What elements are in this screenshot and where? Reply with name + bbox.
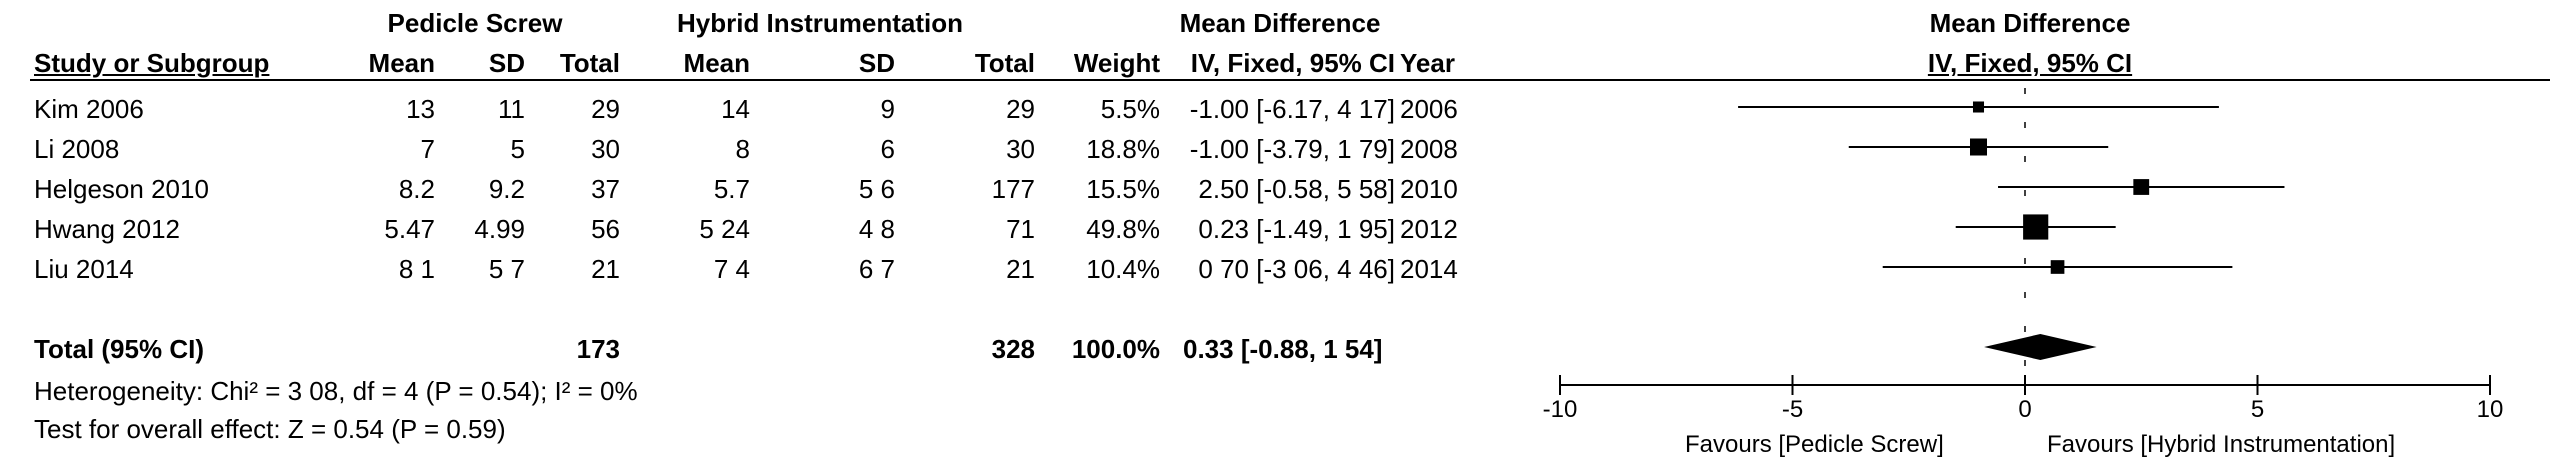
study-marker bbox=[1969, 138, 1988, 156]
total1-cell: 29 bbox=[591, 94, 620, 124]
col-header-weight: Weight bbox=[1073, 48, 1160, 78]
ci-cell: 2.50 [-0.58, 5 58] bbox=[1198, 174, 1395, 204]
mean1-cell: 13 bbox=[406, 94, 435, 124]
overall-effect-text: Test for overall effect: Z = 0.54 (P = 0… bbox=[34, 414, 506, 444]
mean1-cell: 5.47 bbox=[384, 214, 435, 244]
ci-cell: -1.00 [-3.79, 1 79] bbox=[1189, 134, 1395, 164]
col-header-total2: Total bbox=[974, 48, 1035, 78]
total2-cell: 30 bbox=[1006, 134, 1035, 164]
year-cell: 2012 bbox=[1400, 214, 1458, 244]
col-header-mean1: Mean bbox=[368, 48, 435, 78]
study-marker bbox=[2050, 260, 2065, 274]
study-name: Helgeson 2010 bbox=[34, 174, 209, 204]
col-header-study: Study or Subgroup bbox=[34, 48, 270, 78]
sd2-cell: 6 7 bbox=[858, 254, 895, 284]
study-name: Li 2008 bbox=[34, 134, 120, 164]
mean1-cell: 7 bbox=[420, 134, 435, 164]
group-header-mean-difference: Mean Difference bbox=[1179, 8, 1381, 38]
total1-cell: 21 bbox=[591, 254, 620, 284]
sd1-cell: 9.2 bbox=[488, 174, 525, 204]
ci-cell: 0.23 [-1.49, 1 95] bbox=[1198, 214, 1395, 244]
weight-cell: 10.4% bbox=[1086, 254, 1160, 284]
mean2-cell: 5.7 bbox=[713, 174, 750, 204]
total1-cell: 30 bbox=[591, 134, 620, 164]
total2-cell: 328 bbox=[991, 334, 1035, 364]
heterogeneity-text: Heterogeneity: Chi² = 3 08, df = 4 (P = … bbox=[34, 376, 638, 406]
total1-cell: 37 bbox=[591, 174, 620, 204]
header-rule bbox=[30, 79, 2550, 81]
ci-cell: -1.00 [-6.17, 4 17] bbox=[1189, 94, 1395, 124]
axis-tick-label: 10 bbox=[2477, 396, 2504, 423]
study-name: Hwang 2012 bbox=[34, 214, 180, 244]
total1-cell: 173 bbox=[576, 334, 620, 364]
total1-cell: 56 bbox=[591, 214, 620, 244]
group-header-pedicle-screw: Pedicle Screw bbox=[387, 8, 563, 38]
year-cell: 2010 bbox=[1400, 174, 1458, 204]
sd1-cell: 4.99 bbox=[474, 214, 525, 244]
axis-tick-label: 5 bbox=[2251, 396, 2264, 423]
col-header-mean2: Mean bbox=[683, 48, 750, 78]
total2-cell: 21 bbox=[1006, 254, 1035, 284]
sd1-cell: 5 bbox=[510, 134, 525, 164]
mean2-cell: 7 4 bbox=[713, 254, 750, 284]
group-header-hybrid: Hybrid Instrumentation bbox=[676, 8, 963, 38]
col-header-year: Year bbox=[1400, 48, 1455, 78]
mean1-cell: 8.2 bbox=[398, 174, 435, 204]
axis-tick-label: 0 bbox=[2018, 396, 2031, 423]
weight-cell: 18.8% bbox=[1086, 134, 1160, 164]
sd2-cell: 9 bbox=[880, 94, 895, 124]
col-header-sd2: SD bbox=[858, 48, 895, 78]
sd2-cell: 4 8 bbox=[858, 214, 895, 244]
axis-tick-label: -5 bbox=[1782, 396, 1803, 423]
weight-cell: 15.5% bbox=[1086, 174, 1160, 204]
year-cell: 2014 bbox=[1400, 254, 1458, 284]
sd2-cell: 5 6 bbox=[858, 174, 895, 204]
year-cell: 2008 bbox=[1400, 134, 1458, 164]
sd2-cell: 6 bbox=[880, 134, 895, 164]
total-label: Total (95% CI) bbox=[34, 334, 204, 364]
mean2-cell: 5 24 bbox=[699, 214, 750, 244]
axis-tick-label: -10 bbox=[1543, 396, 1578, 423]
mean1-cell: 8 1 bbox=[398, 254, 435, 284]
study-marker bbox=[2023, 214, 2049, 240]
col-header-sd1: SD bbox=[488, 48, 525, 78]
pooled-diamond bbox=[1984, 334, 2097, 360]
study-marker bbox=[2133, 179, 2150, 195]
study-name: Kim 2006 bbox=[34, 94, 144, 124]
mean2-cell: 8 bbox=[735, 134, 750, 164]
year-cell: 2006 bbox=[1400, 94, 1458, 124]
col-header-total1: Total bbox=[559, 48, 620, 78]
plot-header-mean-difference: Mean Difference bbox=[1929, 8, 2131, 38]
study-name: Liu 2014 bbox=[34, 254, 134, 284]
favours-left-label: Favours [Pedicle Screw] bbox=[1685, 431, 1944, 458]
col-header-ci: IV, Fixed, 95% CI bbox=[1190, 48, 1395, 78]
mean2-cell: 14 bbox=[721, 94, 750, 124]
sd1-cell: 5 7 bbox=[488, 254, 525, 284]
sd1-cell: 11 bbox=[498, 94, 525, 124]
weight-cell: 49.8% bbox=[1086, 214, 1160, 244]
total-ci: 0.33 [-0.88, 1 54] bbox=[1183, 334, 1383, 364]
ci-cell: 0 70 [-3 06, 4 46] bbox=[1198, 254, 1395, 284]
total2-cell: 29 bbox=[1006, 94, 1035, 124]
total-weight: 100.0% bbox=[1071, 334, 1160, 364]
study-marker bbox=[1972, 101, 1985, 113]
favours-right-label: Favours [Hybrid Instrumentation] bbox=[2047, 431, 2396, 458]
weight-cell: 5.5% bbox=[1100, 94, 1160, 124]
plot-header-ci: IV, Fixed, 95% CI bbox=[1927, 48, 2133, 78]
total2-cell: 177 bbox=[991, 174, 1035, 204]
total2-cell: 71 bbox=[1006, 214, 1035, 244]
